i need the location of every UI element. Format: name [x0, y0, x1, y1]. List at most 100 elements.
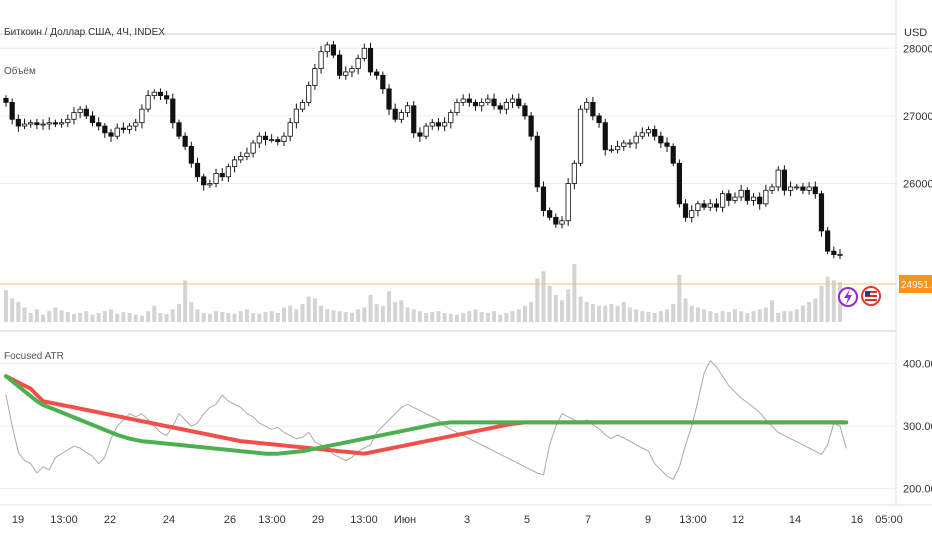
volume-bar [461, 312, 466, 322]
volume-bar [615, 305, 620, 322]
volume-bar [152, 305, 157, 322]
candle-body [256, 135, 262, 144]
candle-body [806, 186, 812, 191]
candle-body [126, 125, 133, 130]
volume-bar [522, 305, 527, 322]
candle-body [287, 122, 293, 137]
candle-body [176, 122, 182, 137]
volume-bar [819, 285, 824, 322]
volume-bar [695, 307, 700, 322]
volume-bar [387, 291, 392, 322]
volume-bar [300, 303, 305, 322]
volume-bar [220, 312, 225, 322]
candle-body [577, 108, 584, 164]
volume-bar [782, 311, 787, 322]
volume-bar [201, 312, 206, 322]
volume-bar [510, 311, 515, 322]
volume-bar [739, 311, 744, 322]
atr-series-line [5, 360, 847, 480]
candle-body [639, 132, 645, 137]
candle-body [744, 189, 750, 201]
volume-bar [454, 314, 459, 322]
candle-body [77, 108, 83, 113]
candle-body [534, 135, 540, 188]
candle-body [361, 47, 367, 59]
volume-bar [714, 312, 719, 322]
volume-bar [269, 311, 274, 322]
candle-body [374, 71, 380, 76]
volume-bar [257, 313, 262, 322]
volume-bar [28, 312, 33, 322]
time-tick-label: 19 [12, 514, 24, 526]
candle-body [435, 122, 442, 127]
candle-body [837, 254, 843, 256]
price-tick-label: 26000.00 [903, 179, 932, 191]
candle-body [194, 162, 201, 178]
lightning-icon[interactable] [838, 287, 858, 307]
price-pane[interactable] [0, 0, 896, 330]
volume-bar [90, 314, 95, 322]
atr-pane[interactable] [0, 333, 896, 505]
candle-body [164, 95, 170, 100]
candle-body [28, 122, 34, 125]
candle-body [621, 142, 627, 147]
candle-body [262, 135, 269, 140]
volume-bar [306, 296, 311, 322]
candle-body [757, 196, 763, 205]
volume-bar [362, 307, 367, 322]
candle-body [720, 193, 726, 208]
volume-bar [84, 311, 89, 322]
volume-bar [788, 311, 793, 322]
volume-bar [41, 314, 46, 322]
candle-body [491, 98, 497, 107]
candle-body [21, 123, 28, 127]
volume-bar [572, 264, 577, 322]
candle-body [726, 193, 732, 201]
candle-body [349, 68, 355, 73]
time-tick-label: 05:00 [875, 514, 903, 526]
us-flag-icon[interactable] [861, 286, 881, 306]
candle-body [238, 156, 244, 161]
candle-body [133, 122, 139, 127]
candle-body [670, 145, 676, 164]
candle-body [775, 169, 781, 188]
candle-body [584, 101, 590, 110]
candle-body [732, 196, 738, 201]
time-tick-label: Июн [394, 514, 416, 526]
candle-body [658, 135, 664, 144]
candle-body [59, 122, 65, 125]
candle-body [645, 129, 652, 134]
last-price-value: 24951.51 [901, 280, 932, 291]
candle-body [52, 122, 59, 125]
last-price-badge[interactable]: 24951.51 [899, 275, 932, 293]
atr-lines [4, 360, 849, 480]
candle-body [71, 112, 77, 120]
volume-bar [325, 309, 330, 322]
candle-body [689, 210, 695, 218]
candle-body [516, 98, 522, 107]
candle-body [787, 186, 794, 191]
candle-body [9, 101, 15, 120]
candle-body [676, 162, 682, 205]
volume-bar [393, 302, 398, 322]
volume-bar [763, 307, 768, 322]
volume-bar [263, 312, 268, 322]
candle-body [40, 123, 46, 126]
volume-bar [776, 312, 781, 322]
volume-bar [405, 307, 410, 322]
volume-bar [634, 309, 639, 322]
candle-body [312, 68, 318, 86]
candle-body [225, 166, 231, 178]
volume-bar [71, 313, 76, 322]
candle-body [380, 74, 386, 90]
candle-body [553, 216, 559, 225]
axis-labels: 28000.00 27000.00 26000.00 400.00 300.00 200.… [12, 43, 932, 526]
volume-bar [566, 289, 571, 322]
volume-bar [665, 309, 670, 322]
time-tick-label: 9 [645, 514, 651, 526]
volume-bar [436, 311, 441, 322]
volume-bar [800, 305, 805, 322]
volume-bar [430, 312, 435, 322]
